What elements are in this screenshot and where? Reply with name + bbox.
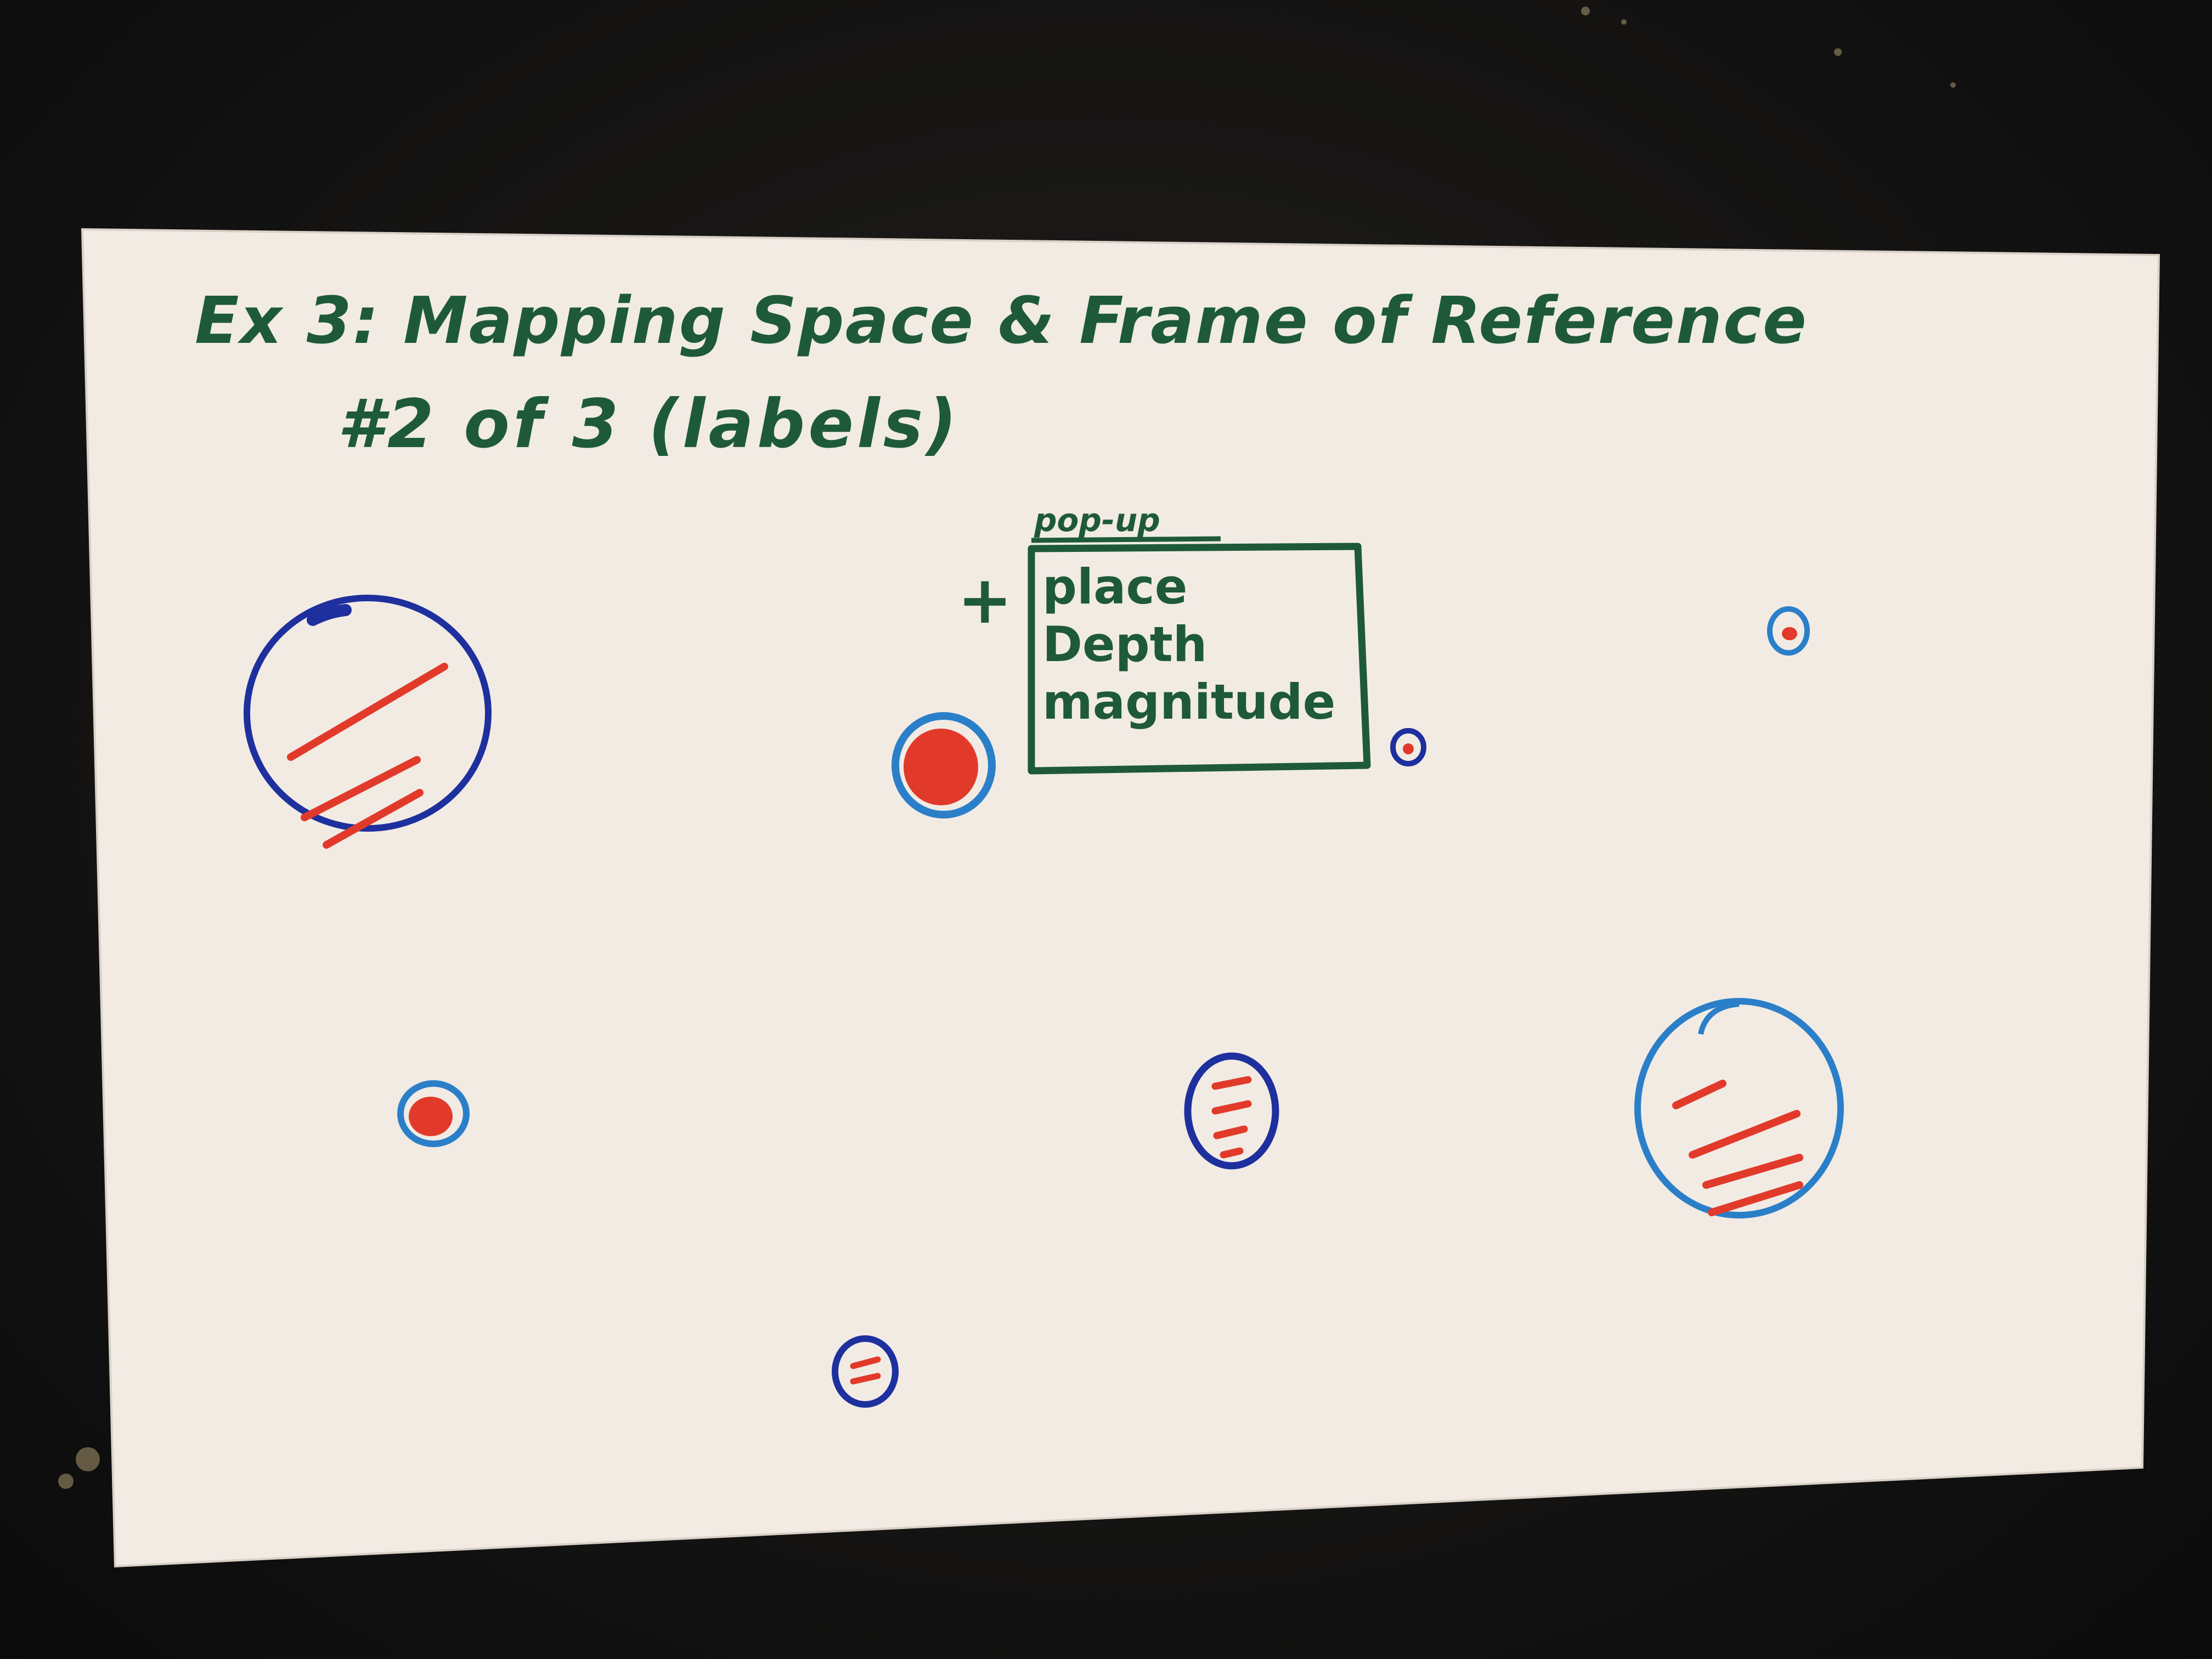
- popup-caption: pop-up: [1034, 501, 1160, 539]
- popup-caption-underline: [1031, 536, 1221, 543]
- index-card: [81, 228, 2160, 1568]
- small-marker-popup-right: [1390, 728, 1426, 766]
- plus-symbol: +: [957, 562, 1013, 639]
- card-subtitle: #2 of 3 (labels): [337, 385, 960, 463]
- popup-sketch: pop-up + place Depth magnitude: [957, 501, 1371, 775]
- large-hatched-marker-right: [1634, 998, 1844, 1218]
- popup-line-magnitude: magnitude: [1042, 674, 1335, 730]
- small-hatched-marker-bottom: [832, 1335, 899, 1408]
- small-marker-upper-right: [1767, 606, 1810, 656]
- background-specks: [58, 7, 1956, 1489]
- card-title: Ex 3: Mapping Space & Frame of Reference: [195, 283, 1808, 358]
- popup-line-place: place: [1042, 558, 1187, 615]
- hatched-marker-center: [1184, 1052, 1279, 1170]
- popup-line-depth: Depth: [1042, 616, 1207, 673]
- filled-marker-popup: [891, 712, 996, 819]
- large-hatched-marker-left: [244, 595, 492, 849]
- filled-marker-lower-left: [397, 1080, 470, 1147]
- popup-box: [1028, 543, 1371, 775]
